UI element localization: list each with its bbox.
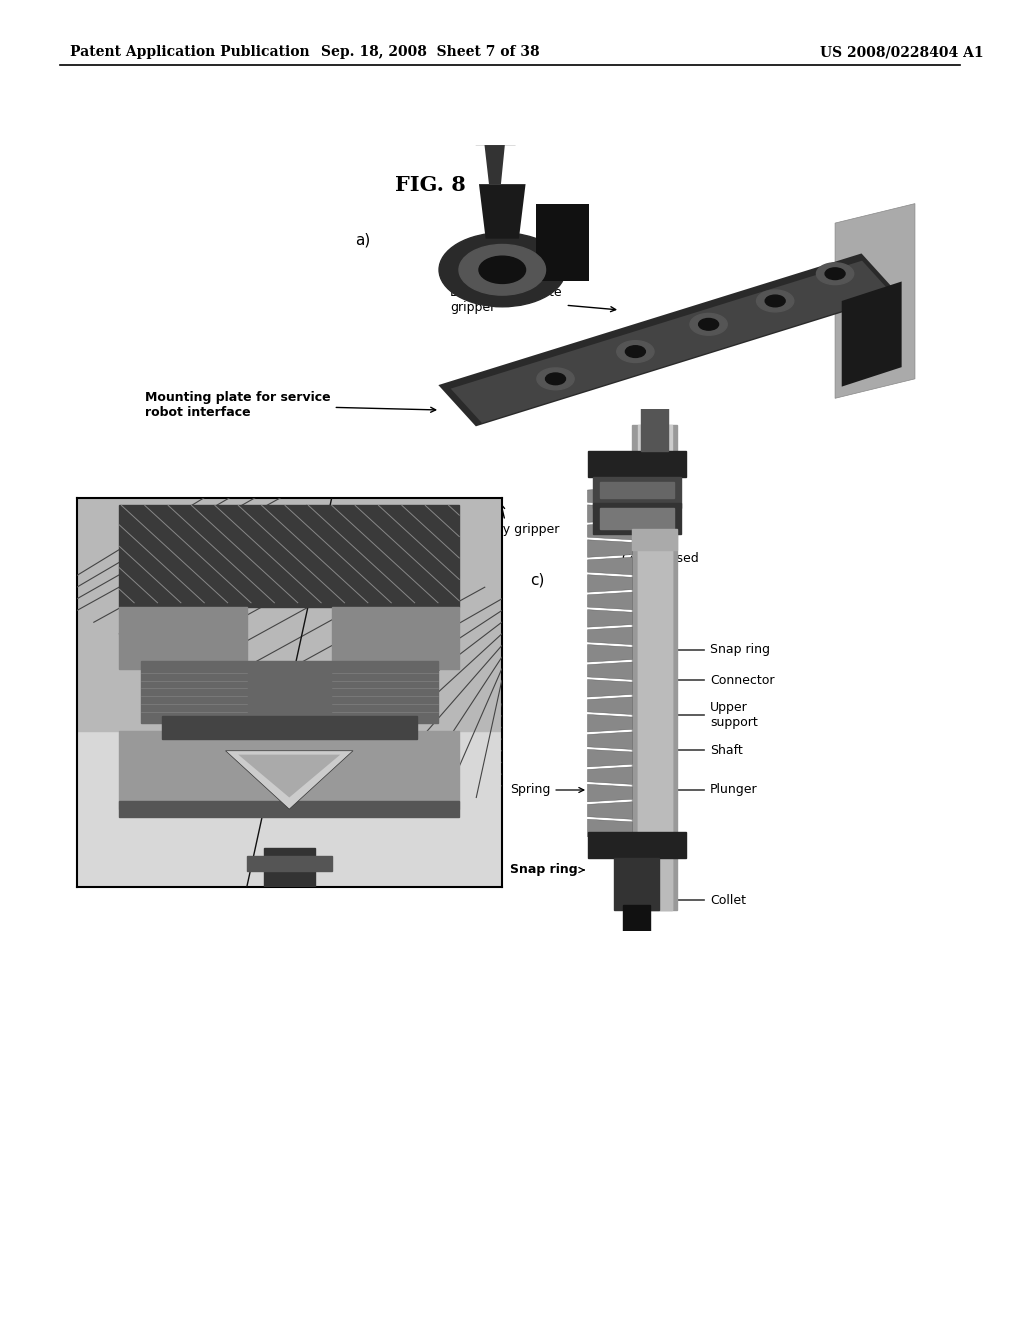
Text: Patent Application Publication: Patent Application Publication bbox=[70, 45, 309, 59]
Polygon shape bbox=[588, 820, 632, 837]
Text: Spring: Spring bbox=[510, 784, 584, 796]
Polygon shape bbox=[588, 574, 632, 593]
Polygon shape bbox=[632, 529, 677, 550]
Polygon shape bbox=[588, 610, 632, 627]
Polygon shape bbox=[588, 784, 632, 801]
Polygon shape bbox=[119, 607, 247, 669]
Polygon shape bbox=[588, 733, 632, 750]
Polygon shape bbox=[593, 503, 681, 535]
Circle shape bbox=[825, 268, 845, 280]
Polygon shape bbox=[588, 714, 632, 733]
Polygon shape bbox=[638, 425, 672, 909]
Text: Gear: Gear bbox=[270, 774, 299, 813]
Polygon shape bbox=[536, 203, 589, 281]
Text: a): a) bbox=[355, 232, 371, 248]
Text: Bucket/Microplate
gripper: Bucket/Microplate gripper bbox=[450, 286, 615, 314]
Text: FIG. 8: FIG. 8 bbox=[394, 176, 465, 195]
Circle shape bbox=[698, 318, 719, 330]
Polygon shape bbox=[588, 750, 632, 767]
Circle shape bbox=[616, 341, 654, 363]
Polygon shape bbox=[264, 847, 314, 887]
Polygon shape bbox=[588, 487, 632, 504]
Polygon shape bbox=[614, 858, 659, 909]
Polygon shape bbox=[588, 680, 632, 697]
Polygon shape bbox=[588, 523, 632, 540]
Circle shape bbox=[479, 256, 525, 284]
Polygon shape bbox=[225, 751, 353, 809]
Text: Capillary gripper: Capillary gripper bbox=[455, 504, 559, 536]
Text: Collet: Collet bbox=[663, 894, 746, 907]
Polygon shape bbox=[588, 540, 632, 557]
Polygon shape bbox=[588, 697, 632, 714]
Polygon shape bbox=[588, 832, 686, 858]
Text: Shaft: Shaft bbox=[663, 743, 742, 756]
Text: US 2008/0228404 A1: US 2008/0228404 A1 bbox=[820, 45, 984, 59]
Polygon shape bbox=[479, 185, 525, 239]
Polygon shape bbox=[624, 904, 650, 931]
Polygon shape bbox=[641, 399, 668, 451]
Text: Plunger: Plunger bbox=[663, 784, 758, 796]
Polygon shape bbox=[588, 504, 632, 523]
Circle shape bbox=[439, 232, 565, 306]
Text: Snap ring: Snap ring bbox=[510, 863, 584, 876]
Polygon shape bbox=[588, 627, 632, 644]
Polygon shape bbox=[588, 557, 632, 574]
Polygon shape bbox=[593, 477, 681, 508]
Text: Mounting plate for service
robot interface: Mounting plate for service robot interfa… bbox=[145, 391, 435, 418]
Polygon shape bbox=[483, 137, 506, 185]
Circle shape bbox=[626, 346, 645, 358]
Circle shape bbox=[757, 290, 794, 312]
Polygon shape bbox=[842, 281, 901, 387]
Polygon shape bbox=[162, 715, 417, 739]
Circle shape bbox=[765, 296, 785, 306]
Polygon shape bbox=[588, 801, 632, 820]
Polygon shape bbox=[588, 767, 632, 784]
Text: c): c) bbox=[530, 573, 545, 587]
Polygon shape bbox=[77, 498, 502, 731]
Polygon shape bbox=[588, 451, 686, 477]
Circle shape bbox=[537, 368, 574, 389]
Polygon shape bbox=[239, 755, 340, 797]
Polygon shape bbox=[600, 482, 674, 498]
Text: Compressed
Air: Compressed Air bbox=[622, 552, 698, 610]
Circle shape bbox=[816, 263, 854, 285]
Text: Upper
support: Upper support bbox=[663, 701, 758, 729]
Circle shape bbox=[459, 244, 546, 296]
Polygon shape bbox=[332, 607, 459, 669]
Polygon shape bbox=[475, 133, 516, 145]
Polygon shape bbox=[119, 731, 459, 809]
Text: Bearing: Bearing bbox=[217, 627, 263, 656]
Text: Snap ring: Snap ring bbox=[663, 644, 770, 656]
Polygon shape bbox=[451, 260, 893, 422]
Circle shape bbox=[546, 374, 565, 384]
Polygon shape bbox=[588, 593, 632, 610]
Polygon shape bbox=[247, 498, 332, 887]
Text: Bearing
cover: Bearing cover bbox=[80, 669, 176, 700]
Polygon shape bbox=[140, 661, 438, 723]
Polygon shape bbox=[119, 801, 459, 817]
Polygon shape bbox=[438, 253, 899, 426]
Polygon shape bbox=[600, 508, 674, 529]
Polygon shape bbox=[588, 644, 632, 663]
Polygon shape bbox=[632, 425, 677, 909]
Text: b): b) bbox=[112, 573, 128, 587]
Polygon shape bbox=[588, 663, 632, 680]
Polygon shape bbox=[638, 477, 672, 909]
Text: Connector: Connector bbox=[663, 673, 774, 686]
Circle shape bbox=[690, 313, 727, 335]
Polygon shape bbox=[77, 731, 502, 887]
Polygon shape bbox=[119, 506, 459, 607]
Polygon shape bbox=[247, 855, 332, 871]
Polygon shape bbox=[836, 203, 915, 399]
Text: Sep. 18, 2008  Sheet 7 of 38: Sep. 18, 2008 Sheet 7 of 38 bbox=[321, 45, 540, 59]
